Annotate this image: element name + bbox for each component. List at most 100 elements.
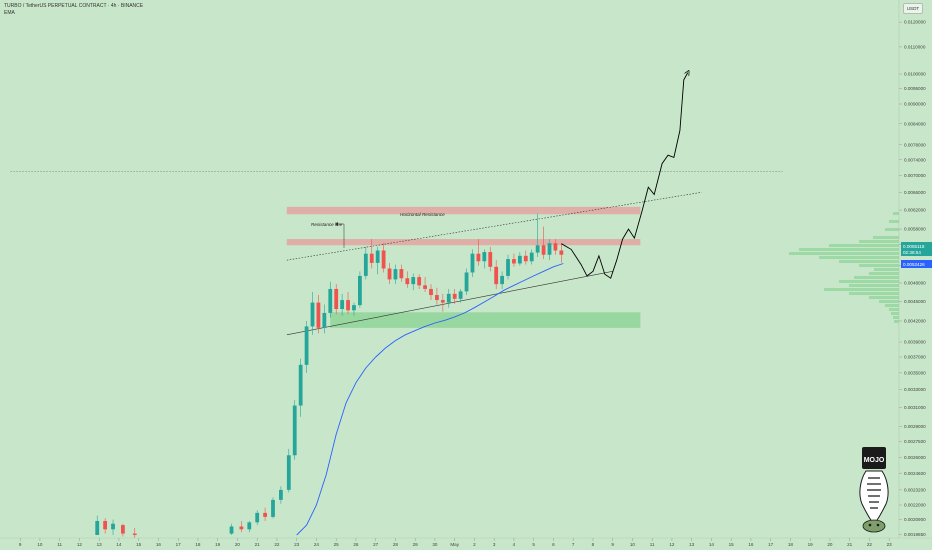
y-tick-label: 0.0024600 — [904, 471, 926, 476]
x-tick-label: 11 — [650, 542, 655, 547]
candle-body — [328, 288, 333, 313]
candle — [429, 284, 433, 301]
volume-profile-bar — [893, 316, 899, 319]
candle-body — [512, 259, 516, 264]
ema-line — [296, 263, 564, 536]
candle-body — [458, 291, 463, 299]
volume-profile-bar — [819, 256, 899, 259]
x-tick-label: 4 — [513, 542, 516, 547]
candle — [346, 291, 350, 315]
y-tick-label: 0.0078000 — [904, 142, 926, 147]
x-tick-label: 10 — [630, 542, 636, 547]
candle-body — [340, 300, 345, 310]
candle-body — [358, 275, 362, 306]
x-tick-label: 21 — [255, 542, 261, 547]
candle-body — [541, 245, 546, 255]
x-tick-label: 22 — [274, 542, 280, 547]
candle — [387, 262, 392, 285]
candle — [363, 246, 368, 280]
x-tick-label: 15 — [136, 542, 142, 547]
y-tick-label: 0.0026000 — [904, 455, 926, 460]
countdown-value: 02:38:54 — [903, 250, 921, 255]
resistance-trendline — [286, 192, 702, 261]
x-tick-label: 25 — [334, 542, 340, 547]
volume-profile-bar — [891, 312, 899, 315]
x-tick-label: 19 — [808, 542, 814, 547]
candle-body — [440, 300, 445, 303]
volume-profile-bar — [789, 252, 899, 255]
y-tick-label: 0.0027500 — [904, 439, 926, 444]
candle — [316, 295, 321, 334]
candle — [358, 271, 362, 308]
x-tick-label: 22 — [867, 542, 873, 547]
y-tick-label: 0.0019850 — [904, 532, 926, 537]
candle-body — [529, 252, 534, 262]
candle-body — [517, 255, 522, 264]
resistance-line-pointer-tip — [335, 222, 338, 226]
candle — [517, 252, 522, 266]
horizontal-resistance-label: Horizontal Resistance — [400, 212, 445, 217]
candle — [470, 249, 475, 278]
candle-body — [559, 250, 564, 255]
candle — [310, 291, 315, 335]
candle-body — [435, 295, 439, 301]
x-tick-label: 27 — [373, 542, 379, 547]
candle — [417, 274, 422, 289]
indicator-label[interactable]: EMA — [4, 10, 15, 16]
candle — [405, 271, 410, 288]
x-tick-label: 13 — [97, 542, 103, 547]
candle — [95, 515, 100, 535]
volume-profile-bar — [893, 212, 899, 215]
volume-profile-bar — [885, 228, 899, 231]
ema-price-value: 0.0052426 — [903, 262, 925, 267]
currency-button[interactable]: USDT — [903, 3, 923, 14]
volume-profile-bar — [869, 296, 899, 299]
volume-profile-bar — [885, 304, 899, 307]
candle — [298, 358, 303, 417]
candle-body — [411, 277, 416, 285]
candle-body — [500, 275, 504, 285]
candle — [304, 320, 309, 373]
last-price-tag — [901, 242, 932, 256]
candle-body — [429, 288, 433, 296]
x-tick-label: 17 — [768, 542, 774, 547]
candle — [494, 260, 499, 289]
candle-body — [494, 266, 499, 285]
x-tick-label: 17 — [176, 542, 182, 547]
candle-body — [399, 269, 404, 279]
candle — [292, 400, 297, 460]
y-tick-label: 0.0042000 — [904, 319, 926, 324]
candle — [440, 293, 445, 312]
candle — [369, 239, 374, 269]
candle — [464, 268, 469, 296]
candle-body — [547, 243, 552, 255]
candle-body — [95, 520, 100, 535]
volume-profile-bar — [849, 292, 899, 295]
candle — [111, 519, 115, 535]
candle — [286, 448, 291, 493]
candle — [547, 239, 552, 261]
candle — [529, 249, 534, 265]
candle-body — [247, 522, 252, 530]
x-tick-label: 5 — [532, 542, 535, 547]
candle-body — [393, 269, 398, 280]
candle-body — [369, 253, 374, 263]
x-tick-label: 9 — [611, 542, 614, 547]
candle — [229, 523, 234, 535]
candle — [488, 246, 493, 272]
candle-body — [553, 243, 558, 251]
volume-profile-bar — [889, 220, 899, 223]
candle-body — [271, 499, 275, 517]
candle — [411, 273, 416, 291]
volume-profile-bar — [889, 308, 899, 311]
candle-body — [381, 250, 386, 269]
candle — [446, 288, 451, 308]
candle — [541, 226, 546, 260]
support-zone — [330, 312, 641, 328]
volume-profile-bar — [839, 260, 899, 263]
candle-body — [476, 253, 481, 262]
y-tick-label: 0.0045000 — [904, 299, 926, 304]
x-tick-label: 10 — [37, 542, 43, 547]
